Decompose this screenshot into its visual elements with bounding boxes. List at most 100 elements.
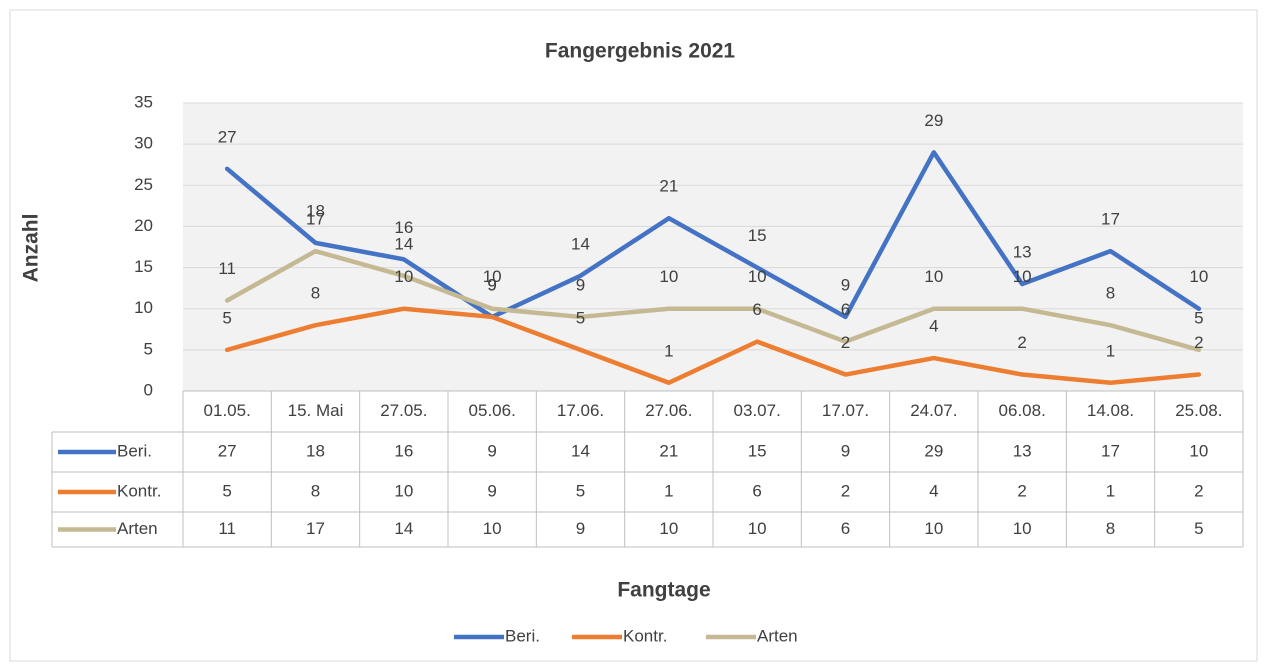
table-value: 10 [1013, 519, 1032, 538]
data-label: 8 [1106, 284, 1115, 303]
series-line [224, 150, 1202, 320]
table-value: 1 [1106, 481, 1115, 500]
data-label: 18 [306, 201, 325, 220]
x-tick-label: 27.05. [380, 401, 427, 420]
table-value: 15 [748, 441, 767, 460]
table-value: 5 [1194, 519, 1203, 538]
legend-label: Kontr. [623, 626, 667, 645]
series-line [224, 306, 1202, 386]
table-value: 18 [306, 441, 325, 460]
table-value: 2 [841, 481, 850, 500]
x-tick-label: 17.07. [822, 401, 869, 420]
table-value: 2 [1194, 481, 1203, 500]
data-label: 5 [1194, 308, 1203, 327]
data-label: 15 [748, 226, 767, 245]
table-value: 10 [1189, 441, 1208, 460]
table-value: 10 [394, 481, 413, 500]
table-value: 1 [664, 481, 673, 500]
table-value: 4 [929, 481, 938, 500]
table-row-label: Arten [117, 519, 158, 538]
data-label: 2 [1017, 333, 1026, 352]
y-tick-label: 25 [134, 175, 153, 194]
data-label: 9 [487, 275, 496, 294]
table-value: 16 [394, 441, 413, 460]
data-label: 5 [576, 308, 585, 327]
data-label: 1 [664, 341, 673, 360]
table-value: 5 [576, 481, 585, 500]
y-tick-label: 0 [144, 380, 153, 399]
table-value: 13 [1013, 441, 1032, 460]
data-label: 6 [841, 300, 850, 319]
table-value: 27 [218, 441, 237, 460]
table-value: 10 [483, 519, 502, 538]
table-value: 29 [924, 441, 943, 460]
table-value: 6 [752, 481, 761, 500]
x-tick-label: 17.06. [557, 401, 604, 420]
table-value: 10 [924, 519, 943, 538]
data-label: 5 [222, 308, 231, 327]
data-label: 8 [311, 284, 320, 303]
data-label: 14 [571, 234, 590, 253]
data-label: 10 [924, 267, 943, 286]
x-tick-label: 14.08. [1087, 401, 1134, 420]
chart-title: Fangergebnis 2021 [545, 40, 736, 63]
x-tick-label: 24.07. [910, 401, 957, 420]
table-row-label: Kontr. [117, 481, 161, 500]
data-label: 14 [394, 234, 413, 253]
table-value: 10 [659, 519, 678, 538]
x-tick-label: 15. Mai [288, 401, 344, 420]
table-value: 21 [659, 441, 678, 460]
y-tick-label: 15 [134, 257, 153, 276]
table-value: 14 [571, 441, 590, 460]
data-label: 10 [1013, 267, 1032, 286]
y-tick-label: 35 [134, 92, 153, 111]
data-label: 21 [659, 177, 678, 196]
data-label: 16 [394, 218, 413, 237]
y-tick-label: 5 [144, 339, 153, 358]
x-tick-label: 03.07. [734, 401, 781, 420]
table-value: 2 [1017, 481, 1026, 500]
data-label: 2 [841, 333, 850, 352]
table-value: 14 [394, 519, 413, 538]
data-label: 10 [394, 267, 413, 286]
data-label: 4 [929, 317, 938, 336]
data-label: 10 [483, 267, 502, 286]
data-label: 10 [1189, 267, 1208, 286]
table-row-label: Beri. [117, 441, 152, 460]
legend-label: Arten [757, 626, 798, 645]
data-label: 1 [1106, 341, 1115, 360]
y-tick-label: 30 [134, 134, 153, 153]
data-label: 17 [1101, 210, 1120, 229]
x-tick-label: 27.06. [645, 401, 692, 420]
data-label: 9 [487, 275, 496, 294]
table-value: 10 [748, 519, 767, 538]
data-label: 9 [841, 275, 850, 294]
table-value: 17 [306, 519, 325, 538]
data-label: 13 [1013, 243, 1032, 262]
x-tick-label: 06.08. [999, 401, 1046, 420]
table-value: 9 [487, 441, 496, 460]
table-value: 6 [841, 519, 850, 538]
data-label: 27 [218, 127, 237, 146]
table-value: 5 [222, 481, 231, 500]
table-value: 9 [487, 481, 496, 500]
table-value: 9 [841, 441, 850, 460]
data-label: 2 [1194, 333, 1203, 352]
x-tick-label: 01.05. [204, 401, 251, 420]
y-tick-label: 20 [134, 216, 153, 235]
table-value: 11 [218, 519, 236, 538]
y-axis-label: Anzahl [20, 214, 43, 283]
data-label: 9 [576, 275, 585, 294]
plot-area [183, 103, 1243, 391]
y-tick-label: 10 [134, 298, 153, 317]
data-label: 29 [924, 111, 943, 130]
data-label: 10 [748, 267, 767, 286]
table-value: 9 [576, 519, 585, 538]
x-tick-label: 25.08. [1175, 401, 1222, 420]
data-label: 17 [306, 210, 325, 229]
x-tick-label: 05.06. [469, 401, 516, 420]
data-label: 10 [659, 267, 678, 286]
data-label: 6 [752, 300, 761, 319]
x-axis-label: Fangtage [617, 579, 710, 602]
